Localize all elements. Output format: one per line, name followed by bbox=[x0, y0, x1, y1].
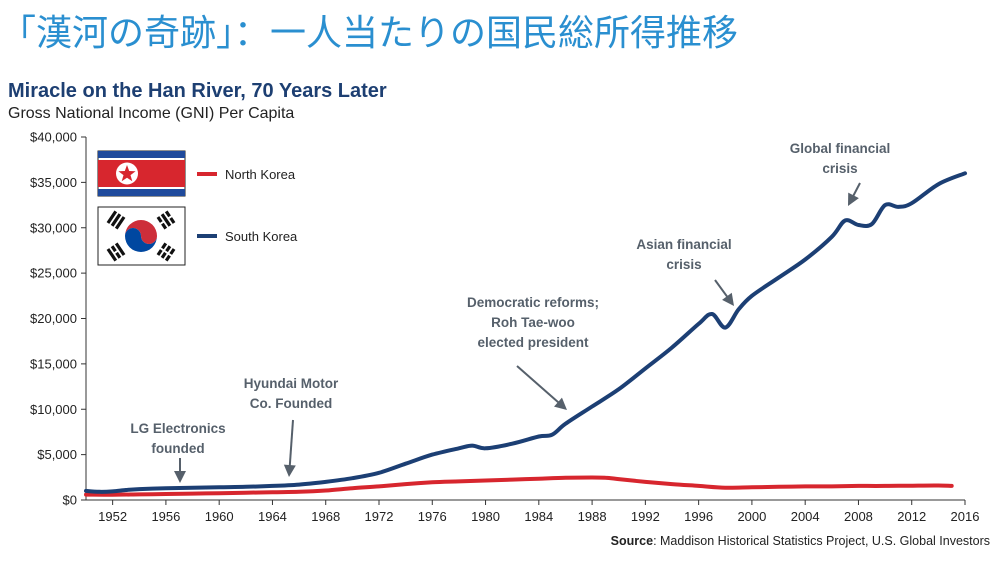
source-label: Source bbox=[611, 534, 653, 548]
annotation-text: Roh Tae-woo bbox=[491, 315, 575, 330]
annotation-arrowhead bbox=[283, 464, 296, 477]
annotation-text: Co. Founded bbox=[250, 396, 332, 411]
north-korea-series-line bbox=[84, 475, 954, 497]
x-tick-label: 1976 bbox=[418, 509, 447, 524]
y-tick-label: $25,000 bbox=[30, 266, 77, 281]
y-tick-label: $30,000 bbox=[30, 220, 77, 235]
legend-label-south-korea: South Korea bbox=[225, 229, 298, 244]
annotation-text: crisis bbox=[822, 161, 857, 176]
trigram-bar bbox=[161, 222, 168, 230]
annotation-text: elected president bbox=[477, 335, 589, 350]
y-tick-label: $0 bbox=[63, 493, 77, 508]
annotation-arrowhead bbox=[848, 192, 859, 206]
trigram-bar bbox=[110, 213, 122, 227]
y-tick-label: $15,000 bbox=[30, 356, 77, 371]
flag-stripe-blue-top bbox=[98, 151, 185, 158]
chart-annotations: LG Electronics founded Hyundai Motor Co. Fo… bbox=[130, 141, 890, 483]
trigram-icon bbox=[106, 242, 126, 262]
trigram-bar bbox=[165, 245, 172, 253]
x-tick-label: 1968 bbox=[311, 509, 340, 524]
trigram-bar bbox=[160, 213, 172, 227]
x-tick-label: 1980 bbox=[471, 509, 500, 524]
south-korea-flag-icon bbox=[97, 206, 186, 266]
trigram-bar bbox=[106, 248, 118, 262]
trigram-bar bbox=[169, 217, 176, 224]
trigram-bar bbox=[114, 242, 126, 256]
trigram-bar bbox=[161, 242, 168, 250]
trigram-bar bbox=[156, 216, 163, 223]
annotation-text: Hyundai Motor bbox=[244, 376, 339, 391]
x-tick-label: 2008 bbox=[844, 509, 873, 524]
annotation-text: founded bbox=[151, 441, 204, 456]
source-text: : Maddison Historical Statistics Project… bbox=[653, 534, 990, 548]
chart-axes: $0 $5,000 $10,000 $15,000 $20,000 $25,000 $30,… bbox=[30, 130, 979, 525]
x-tick-label: 1960 bbox=[205, 509, 234, 524]
x-tick-label: 1988 bbox=[578, 509, 607, 524]
trigram-bar bbox=[156, 249, 163, 256]
annotation-arrow bbox=[288, 419, 294, 468]
annotation-arrowhead bbox=[554, 397, 567, 410]
flag-field-red bbox=[98, 160, 185, 187]
annotation-text: Asian financial bbox=[636, 237, 731, 252]
trigram-bar bbox=[115, 251, 122, 259]
x-tick-label: 1996 bbox=[684, 509, 713, 524]
x-tick-label: 1992 bbox=[631, 509, 660, 524]
trigram-bar bbox=[110, 245, 117, 253]
annotation-arrow bbox=[516, 365, 561, 405]
y-tick-label: $35,000 bbox=[30, 175, 77, 190]
chart-title: Miracle on the Han River, 70 Years Later bbox=[8, 80, 387, 102]
annotation-text: crisis bbox=[666, 257, 701, 272]
legend-label-north-korea: North Korea bbox=[225, 167, 296, 182]
chart-subtitle: Gross National Income (GNI) Per Capita bbox=[8, 105, 294, 122]
north-korea-flag-icon bbox=[97, 150, 186, 197]
trigram-bar bbox=[169, 248, 176, 255]
chart-legend: North Korea South Korea bbox=[97, 150, 298, 266]
y-tick-label: $20,000 bbox=[30, 311, 77, 326]
trigram-bar bbox=[114, 216, 126, 230]
x-tick-label: 2000 bbox=[737, 509, 766, 524]
annotation-1: LG Electronics founded bbox=[130, 421, 226, 483]
y-tick-label: $40,000 bbox=[30, 130, 77, 145]
annotation-4: Asian financial crisis bbox=[636, 237, 734, 306]
x-tick-label: 1984 bbox=[524, 509, 553, 524]
x-tick-label: 2016 bbox=[951, 509, 980, 524]
x-tick-label: 2012 bbox=[897, 509, 926, 524]
trigram-icon bbox=[106, 210, 126, 230]
trigram-bar bbox=[164, 254, 171, 262]
x-tick-label: 2004 bbox=[791, 509, 820, 524]
annotation-2: Hyundai Motor Co. Founded bbox=[244, 376, 339, 477]
annotation-arrow bbox=[714, 279, 729, 299]
x-tick-label: 1956 bbox=[151, 509, 180, 524]
taeguk-red-half bbox=[125, 220, 157, 244]
trigram-bar bbox=[106, 210, 118, 224]
taeguk-blue-half bbox=[125, 228, 157, 252]
chart-series bbox=[84, 171, 967, 497]
x-tick-label: 1952 bbox=[98, 509, 127, 524]
annotation-text: Global financial bbox=[790, 141, 891, 156]
south-korea-series-line bbox=[84, 171, 967, 494]
annotation-arrowhead bbox=[722, 292, 734, 306]
trigram-bar bbox=[164, 210, 171, 218]
x-tick-label: 1972 bbox=[365, 509, 394, 524]
x-tick-label: 1964 bbox=[258, 509, 287, 524]
annotation-text: LG Electronics bbox=[130, 421, 225, 436]
page-title: 「漢河の奇跡」：一人当たりの国民総所得推移 bbox=[0, 13, 739, 54]
star-icon bbox=[118, 165, 136, 182]
y-tick-label: $10,000 bbox=[30, 402, 77, 417]
flag-stripe-blue-bottom bbox=[98, 189, 185, 196]
trigram-icon bbox=[156, 210, 176, 230]
annotation-3: Democratic reforms; Roh Tae-woo elected pr… bbox=[467, 295, 599, 410]
annotation-arrowhead bbox=[174, 471, 186, 483]
annotation-5: Global financial crisis bbox=[790, 141, 891, 206]
annotation-arrow bbox=[851, 182, 861, 198]
y-tick-label: $5,000 bbox=[37, 447, 77, 462]
trigram-bar bbox=[160, 251, 167, 259]
trigram-icon bbox=[156, 242, 176, 262]
source-note: Source: Maddison Historical Statistics P… bbox=[611, 534, 990, 548]
annotation-text: Democratic reforms; bbox=[467, 295, 599, 310]
